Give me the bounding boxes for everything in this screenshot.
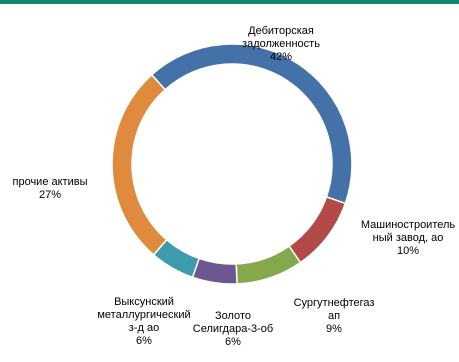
donut-chart xyxy=(111,43,353,285)
slice-label-vyksa-steel: Выксунский металлургический з-д ао 6% xyxy=(84,283,204,361)
header-accent-rule xyxy=(0,0,459,4)
slice-name: Золото Селигдара-3-об xyxy=(192,310,274,335)
slice-percent: 27% xyxy=(38,189,62,201)
slice-name: Машиностроитель ный завод, ао xyxy=(360,219,456,244)
slice-label-receivables: Дебиторская задолженность 42% xyxy=(214,12,348,77)
slice-label-surgutneftegas: Сургутнефтегаз ап 9% xyxy=(282,284,386,349)
slice-percent: 10% xyxy=(396,245,420,257)
slice-percent: 42% xyxy=(269,51,293,63)
donut-slice-other-assets xyxy=(111,73,168,256)
slice-label-machine-plant: Машиностроитель ный завод, ао 10% xyxy=(350,206,459,271)
slice-label-other-assets: прочие активы 27% xyxy=(0,163,100,215)
slice-name: прочие активы xyxy=(12,176,88,188)
slice-name: Сургутнефтегаз ап xyxy=(293,297,375,322)
slice-name: Выксунский металлургический з-д ао xyxy=(97,296,191,334)
slice-percent: 9% xyxy=(326,323,342,335)
donut-slice-machine-plant xyxy=(288,195,347,264)
slice-name: Дебиторская задолженность xyxy=(242,25,320,50)
donut-slice-surgutneftegas xyxy=(235,245,302,285)
donut-slice-seligdar-gold xyxy=(191,257,238,285)
slice-percent: 6% xyxy=(136,335,152,347)
